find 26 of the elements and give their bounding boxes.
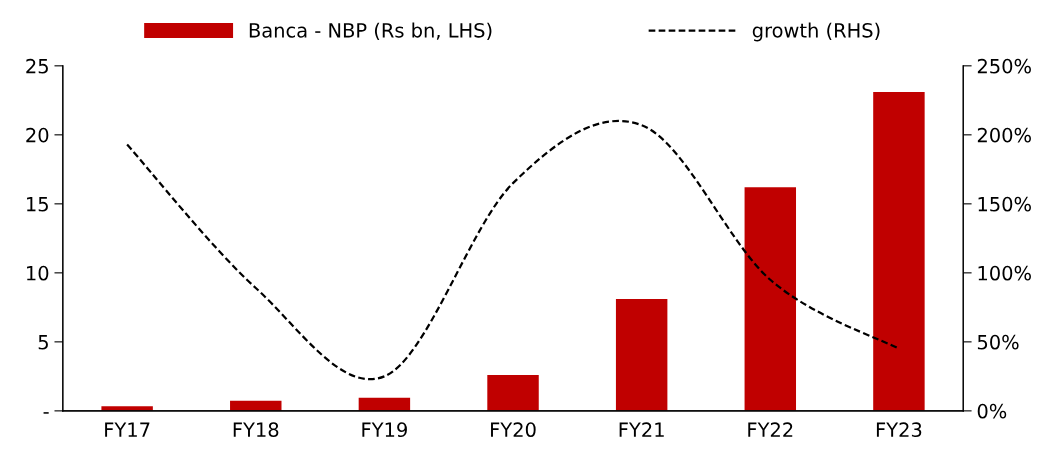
y-tick-label: 10 xyxy=(27,265,49,281)
x-tick-label: FY19 xyxy=(362,422,407,438)
y2-tick-label: 50% xyxy=(977,334,1019,350)
bar xyxy=(615,299,668,411)
bar xyxy=(358,397,411,411)
y-tick-label: 15 xyxy=(27,197,48,212)
x-tick-label: FY22 xyxy=(748,422,793,437)
y2-tick-label: 100% xyxy=(978,265,1031,281)
x-tick-label: FY20 xyxy=(491,422,536,438)
y-tick-label: - xyxy=(43,412,49,414)
y-tick-label: 5 xyxy=(38,335,48,350)
x-tick-label: FY17 xyxy=(105,422,150,437)
y2-tick-label: 150% xyxy=(978,196,1031,212)
y-tick-label: 25 xyxy=(26,58,48,74)
bar xyxy=(487,374,539,411)
legend-label: Banca - NBP (Rs bn, LHS) xyxy=(249,22,492,40)
legend-label: growth (RHS) xyxy=(752,22,880,42)
y2-tick-label: 250% xyxy=(977,58,1031,74)
y2-tick-label: 0% xyxy=(977,403,1007,419)
x-tick-label: FY23 xyxy=(876,422,922,438)
bar xyxy=(744,187,797,411)
bar xyxy=(873,92,925,411)
y-tick-label: 20 xyxy=(26,127,49,143)
x-tick-label: FY21 xyxy=(619,422,664,437)
x-tick-label: FY18 xyxy=(233,422,279,438)
y2-tick-label: 200% xyxy=(977,127,1031,143)
